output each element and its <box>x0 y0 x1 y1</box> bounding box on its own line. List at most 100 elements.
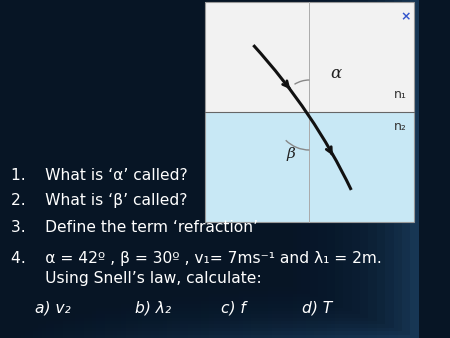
Bar <box>268 0 272 338</box>
Bar <box>4 0 9 338</box>
Bar <box>0 0 58 193</box>
Bar <box>377 0 381 338</box>
Bar <box>80 0 84 338</box>
Text: Using Snell’s law, calculate:: Using Snell’s law, calculate: <box>11 270 262 286</box>
Bar <box>0 0 318 297</box>
Bar <box>0 0 285 284</box>
Bar <box>234 0 239 338</box>
Bar <box>218 0 222 338</box>
Bar <box>0 0 310 294</box>
Bar <box>0 0 243 267</box>
Bar <box>0 0 9 172</box>
Bar <box>356 0 360 338</box>
Bar <box>0 0 251 270</box>
Bar <box>63 0 67 338</box>
Bar <box>0 0 293 287</box>
Bar <box>394 0 398 338</box>
Bar <box>38 0 42 338</box>
Bar <box>0 0 327 301</box>
Bar <box>335 0 339 338</box>
Bar <box>0 0 176 240</box>
Bar <box>222 0 226 338</box>
Bar <box>0 0 50 189</box>
Bar <box>343 0 347 338</box>
Bar <box>184 0 189 338</box>
Bar <box>0 0 302 291</box>
Bar <box>92 0 96 338</box>
Bar <box>0 0 268 277</box>
Text: 2.    What is ‘β’ called?: 2. What is ‘β’ called? <box>11 193 188 208</box>
Bar <box>306 0 310 338</box>
Text: 4.    α = 42º , β = 30º , v₁= 7ms⁻¹ and λ₁ = 2m.: 4. α = 42º , β = 30º , v₁= 7ms⁻¹ and λ₁ … <box>11 250 382 266</box>
Bar <box>310 0 314 338</box>
Bar <box>17 0 21 338</box>
Bar <box>50 0 54 338</box>
Bar <box>402 0 406 338</box>
Bar <box>302 0 306 338</box>
Text: 1.    What is ‘α’ called?: 1. What is ‘α’ called? <box>11 168 188 183</box>
Text: d) T: d) T <box>302 300 333 315</box>
Bar <box>100 0 105 338</box>
Bar <box>0 0 159 233</box>
Bar <box>0 0 25 179</box>
Bar <box>159 0 163 338</box>
Bar <box>205 0 209 338</box>
Text: b) λ₂: b) λ₂ <box>135 300 171 315</box>
Bar <box>247 0 251 338</box>
Bar <box>205 112 414 222</box>
Bar <box>151 0 155 338</box>
Bar <box>0 0 360 314</box>
Bar <box>0 0 75 199</box>
Bar <box>398 0 402 338</box>
Bar <box>0 0 343 308</box>
Bar <box>126 0 130 338</box>
Bar <box>163 0 167 338</box>
Bar <box>13 0 17 338</box>
Bar <box>364 0 369 338</box>
Bar <box>406 0 410 338</box>
Bar <box>0 0 184 243</box>
Bar <box>96 0 100 338</box>
Bar <box>0 0 226 260</box>
Bar <box>230 0 234 338</box>
Bar <box>243 0 247 338</box>
Bar <box>256 0 260 338</box>
Bar <box>130 0 134 338</box>
Bar <box>272 0 276 338</box>
Bar <box>414 0 419 338</box>
Bar <box>389 0 394 338</box>
Bar <box>226 0 230 338</box>
Bar <box>42 0 46 338</box>
Bar <box>29 0 33 338</box>
Bar <box>385 0 389 338</box>
Bar <box>105 0 109 338</box>
Bar <box>0 0 193 247</box>
Text: β: β <box>286 147 295 161</box>
Bar <box>260 0 264 338</box>
Bar <box>322 0 327 338</box>
Bar <box>147 0 151 338</box>
Bar <box>189 0 193 338</box>
Bar <box>0 0 276 281</box>
Bar <box>339 0 343 338</box>
Bar <box>54 0 58 338</box>
Bar <box>0 0 218 257</box>
Bar <box>214 0 218 338</box>
Bar <box>276 0 280 338</box>
Bar <box>58 0 63 338</box>
Bar <box>142 0 147 338</box>
Bar <box>0 0 201 250</box>
Bar <box>25 0 29 338</box>
Bar <box>171 0 176 338</box>
Text: n₁: n₁ <box>394 88 407 100</box>
Bar <box>0 0 134 223</box>
Text: c) f: c) f <box>221 300 246 315</box>
Bar <box>0 0 234 264</box>
Bar <box>0 0 335 304</box>
Bar <box>251 0 256 338</box>
Bar <box>155 0 159 338</box>
Bar <box>84 0 88 338</box>
Bar <box>331 0 335 338</box>
Bar <box>0 0 100 210</box>
Bar <box>410 0 414 338</box>
